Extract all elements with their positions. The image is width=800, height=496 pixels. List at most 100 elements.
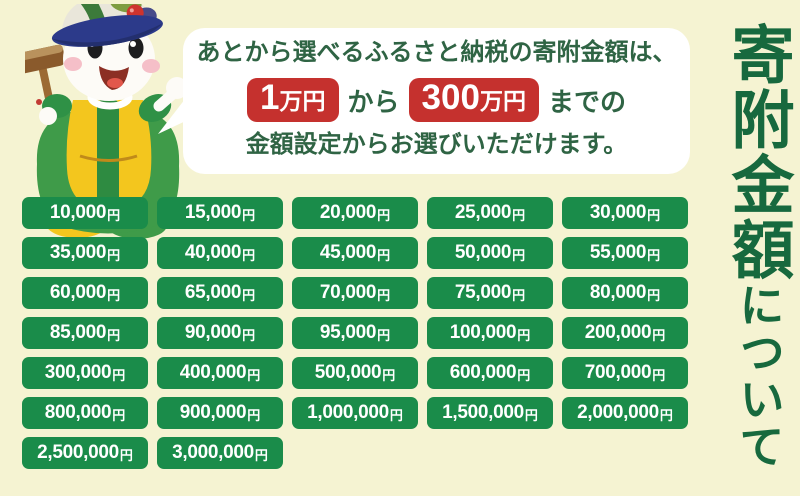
amount-button[interactable]: 800,000 円 — [22, 397, 148, 429]
amount-value: 50,000 — [454, 242, 512, 263]
max-amount-value: 300 — [421, 78, 480, 118]
amount-button[interactable]: 300,000 円 — [22, 357, 148, 389]
amount-unit: 円 — [517, 368, 531, 383]
amount-value: 2,500,000 — [37, 442, 119, 463]
amount-grid: 10,000 円 15,000 円 20,000 円 25,000 円 30,000 円 35,00… — [22, 197, 688, 469]
amount-button[interactable]: 1,500,000 円 — [427, 397, 553, 429]
amount-button[interactable]: 400,000 円 — [157, 357, 283, 389]
amount-unit: 円 — [512, 208, 526, 223]
max-amount-unit: 万円 — [479, 89, 526, 115]
amount-unit: 円 — [107, 328, 121, 343]
amount-value: 200,000 — [584, 322, 652, 343]
amount-value: 45,000 — [319, 242, 377, 263]
amount-button[interactable]: 75,000 円 — [427, 277, 553, 309]
bubble-line-1: あとから選べるふるさと納税の寄附金額は、 — [196, 40, 677, 66]
amount-value: 300,000 — [44, 362, 112, 383]
speech-bubble-tail — [158, 90, 192, 134]
amount-unit: 円 — [512, 288, 526, 303]
amount-button[interactable]: 20,000 円 — [292, 197, 418, 229]
amount-unit: 円 — [647, 248, 661, 263]
amount-unit: 円 — [377, 208, 391, 223]
amount-button[interactable]: 200,000 円 — [562, 317, 688, 349]
amount-value: 900,000 — [179, 402, 247, 423]
amount-button[interactable]: 25,000 円 — [427, 197, 553, 229]
amount-unit: 円 — [377, 248, 391, 263]
amount-value: 60,000 — [49, 282, 107, 303]
amount-unit: 円 — [652, 368, 666, 383]
amount-value: 100,000 — [449, 322, 517, 343]
amount-unit: 円 — [382, 368, 396, 383]
connector-text: から — [347, 87, 400, 117]
amount-button[interactable]: 40,000 円 — [157, 237, 283, 269]
amount-button[interactable]: 10,000 円 — [22, 197, 148, 229]
amount-button[interactable]: 70,000 円 — [292, 277, 418, 309]
amount-value: 400,000 — [179, 362, 247, 383]
amount-unit: 円 — [242, 248, 256, 263]
amount-button[interactable]: 45,000 円 — [292, 237, 418, 269]
amount-unit: 円 — [377, 328, 391, 343]
amount-unit: 円 — [652, 328, 666, 343]
amount-button[interactable]: 700,000 円 — [562, 357, 688, 389]
amount-button[interactable]: 2,000,000 円 — [562, 397, 688, 429]
amount-button[interactable]: 60,000 円 — [22, 277, 148, 309]
amount-value: 70,000 — [319, 282, 377, 303]
amount-value: 3,000,000 — [172, 442, 254, 463]
amount-button[interactable]: 65,000 円 — [157, 277, 283, 309]
amount-value: 55,000 — [589, 242, 647, 263]
amount-button[interactable]: 95,000 円 — [292, 317, 418, 349]
amount-unit: 円 — [107, 208, 121, 223]
amount-value: 800,000 — [44, 402, 112, 423]
amount-button[interactable]: 55,000 円 — [562, 237, 688, 269]
vertical-page-title: 寄附金額について — [720, 22, 794, 492]
amount-unit: 円 — [119, 448, 133, 463]
amount-value: 75,000 — [454, 282, 512, 303]
amount-value: 2,000,000 — [577, 402, 659, 423]
amount-value: 15,000 — [184, 202, 242, 223]
amount-button[interactable]: 85,000 円 — [22, 317, 148, 349]
amount-value: 40,000 — [184, 242, 242, 263]
vertical-title-main: 寄附金額 — [722, 22, 793, 282]
amount-value: 600,000 — [449, 362, 517, 383]
amount-unit: 円 — [254, 448, 268, 463]
min-amount-value: 1 — [260, 78, 280, 118]
min-amount-badge: 1 万円 — [247, 78, 339, 122]
amount-unit: 円 — [242, 288, 256, 303]
amount-value: 65,000 — [184, 282, 242, 303]
amount-button[interactable]: 1,000,000 円 — [292, 397, 418, 429]
amount-button[interactable]: 15,000 円 — [157, 197, 283, 229]
amount-button[interactable]: 3,000,000 円 — [157, 437, 283, 469]
amount-button[interactable]: 90,000 円 — [157, 317, 283, 349]
max-amount-badge: 300 万円 — [408, 78, 539, 122]
amount-unit: 円 — [647, 288, 661, 303]
amount-unit: 円 — [242, 328, 256, 343]
amount-unit: 円 — [524, 408, 538, 423]
amount-button[interactable]: 50,000 円 — [427, 237, 553, 269]
vertical-title-suffix: について — [732, 282, 783, 470]
amount-value: 95,000 — [319, 322, 377, 343]
amount-unit: 円 — [112, 368, 126, 383]
amount-button[interactable]: 100,000 円 — [427, 317, 553, 349]
amount-value: 500,000 — [314, 362, 382, 383]
amount-unit: 円 — [247, 368, 261, 383]
amount-value: 1,000,000 — [307, 402, 389, 423]
bubble-line-3: 金額設定からお選びいただけます。 — [245, 132, 628, 159]
amount-button[interactable]: 600,000 円 — [427, 357, 553, 389]
amount-unit: 円 — [377, 288, 391, 303]
amount-unit: 円 — [659, 408, 673, 423]
amount-value: 1,500,000 — [442, 402, 524, 423]
amount-value: 25,000 — [454, 202, 512, 223]
amount-unit: 円 — [647, 208, 661, 223]
amount-button[interactable]: 500,000 円 — [292, 357, 418, 389]
amount-unit: 円 — [112, 408, 126, 423]
amount-unit: 円 — [512, 248, 526, 263]
amount-button[interactable]: 30,000 円 — [562, 197, 688, 229]
amount-value: 90,000 — [184, 322, 242, 343]
amount-value: 30,000 — [589, 202, 647, 223]
amount-unit: 円 — [242, 208, 256, 223]
amount-button[interactable]: 2,500,000 円 — [22, 437, 148, 469]
amount-button[interactable]: 900,000 円 — [157, 397, 283, 429]
amount-unit: 円 — [517, 328, 531, 343]
amount-button[interactable]: 35,000 円 — [22, 237, 148, 269]
amount-button[interactable]: 80,000 円 — [562, 277, 688, 309]
amount-value: 700,000 — [584, 362, 652, 383]
